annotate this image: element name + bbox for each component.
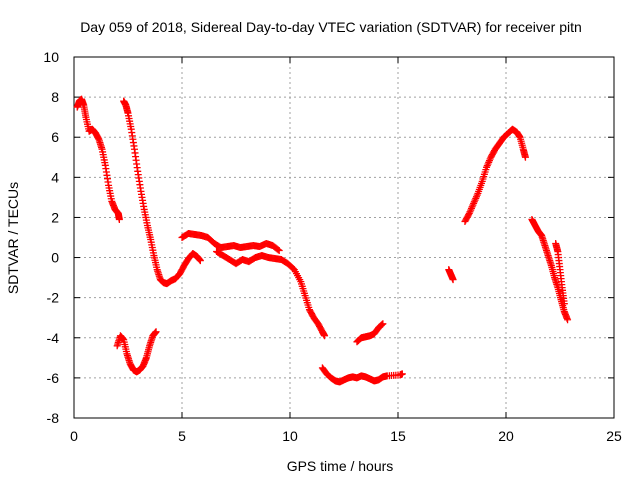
x-tick-label: 20 (498, 428, 514, 444)
data-point (472, 194, 480, 202)
data-point (465, 209, 473, 217)
data-point (485, 158, 493, 166)
y-tick-label: -8 (47, 410, 60, 426)
data-point (466, 208, 474, 216)
data-point (274, 246, 282, 254)
data-point (449, 276, 457, 284)
data-point (321, 332, 329, 340)
data-point (467, 204, 475, 212)
chart-title: Day 059 of 2018, Sidereal Day-to-day VTE… (80, 19, 582, 35)
data-point (275, 247, 283, 255)
data-point (521, 153, 529, 161)
data-point (484, 160, 492, 168)
x-tick-label: 0 (70, 428, 78, 444)
data-point (377, 321, 385, 329)
plot-frame (73, 56, 615, 419)
data-point (472, 193, 480, 201)
y-tick-label: -4 (47, 330, 60, 346)
x-tick-label: 5 (178, 428, 186, 444)
data-point (470, 198, 478, 206)
data-point (470, 199, 478, 207)
data-point (485, 157, 493, 165)
x-tick-label: 25 (606, 428, 622, 444)
data-point (469, 201, 477, 209)
data-point (468, 203, 476, 211)
axes: 0 5 10 15 20 25 -8 -6 -4 -2 0 2 4 6 8 10 (43, 49, 622, 444)
x-tick-label: 15 (390, 428, 406, 444)
y-tick-label: 0 (51, 250, 59, 266)
y-tick-label: -6 (47, 370, 60, 386)
y-tick-label: -2 (47, 290, 60, 306)
data-point (564, 316, 572, 324)
data-point (467, 206, 475, 214)
x-axis-label: GPS time / hours (287, 458, 394, 474)
y-tick-label: 4 (51, 169, 59, 185)
y-tick-label: 6 (51, 129, 59, 145)
data-point (196, 257, 204, 265)
data-point (483, 163, 491, 171)
data-point (152, 328, 160, 336)
y-tick-label: 2 (51, 209, 59, 225)
y-axis-label: SDTVAR / TECUs (5, 182, 21, 294)
data-point (486, 155, 494, 163)
data-point (398, 370, 406, 378)
grid (74, 57, 614, 418)
data-point (483, 162, 491, 170)
x-tick-label: 10 (282, 428, 298, 444)
data-point (115, 215, 123, 223)
data-point (465, 211, 473, 219)
data-point (473, 191, 481, 199)
y-tick-label: 8 (51, 89, 59, 105)
data-points (73, 95, 572, 386)
data-point (378, 320, 386, 328)
data-point (379, 320, 387, 328)
y-tick-label: 10 (43, 49, 59, 65)
data-point (471, 196, 479, 204)
data-point (560, 300, 568, 308)
